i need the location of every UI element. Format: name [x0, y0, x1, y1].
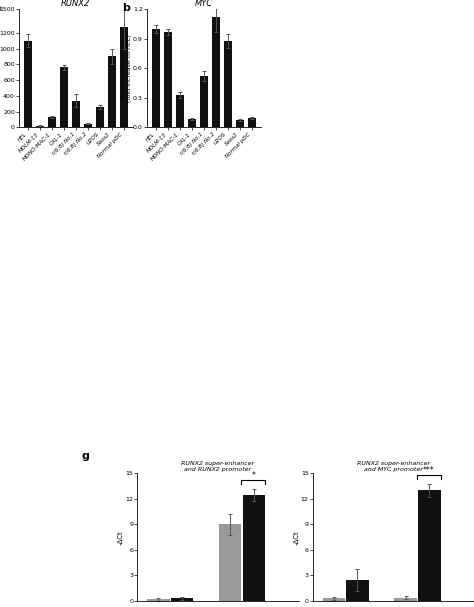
Bar	[394, 597, 417, 601]
Bar	[36, 126, 44, 127]
Bar	[72, 101, 80, 127]
Bar	[188, 118, 196, 127]
Title: RUNX2 super-enhancer
and RUNX2 promoter: RUNX2 super-enhancer and RUNX2 promoter	[182, 461, 255, 472]
Text: *: *	[251, 471, 255, 480]
Bar	[120, 27, 128, 127]
Text: g: g	[81, 450, 89, 461]
Bar	[84, 124, 91, 127]
Bar	[24, 41, 32, 127]
Title: MYC: MYC	[195, 0, 213, 8]
Bar	[219, 524, 241, 601]
Bar	[164, 32, 172, 127]
Bar	[200, 76, 208, 127]
Bar	[171, 599, 193, 601]
Bar	[243, 495, 265, 601]
Bar	[48, 117, 56, 127]
Text: b: b	[122, 3, 130, 13]
Bar	[108, 56, 116, 127]
Bar	[96, 107, 104, 127]
Bar	[346, 580, 369, 601]
Y-axis label: -ΔCt: -ΔCt	[293, 530, 300, 544]
Bar	[248, 118, 255, 127]
Bar	[418, 490, 440, 601]
Y-axis label: -ΔCt: -ΔCt	[118, 530, 124, 544]
Bar	[60, 67, 68, 127]
Text: ***: ***	[423, 466, 435, 475]
Y-axis label: Relative expression
(fold increase to HEL): Relative expression (fold increase to HE…	[121, 35, 131, 102]
Title: RUNX2 super-enhancer
and MYC promoter: RUNX2 super-enhancer and MYC promoter	[357, 461, 430, 472]
Bar	[224, 41, 232, 127]
Bar	[323, 599, 345, 601]
Bar	[176, 95, 184, 127]
Bar	[236, 120, 244, 127]
Bar	[152, 29, 160, 127]
Bar	[147, 599, 170, 601]
Text: a: a	[0, 3, 1, 13]
Title: RUNX2: RUNX2	[61, 0, 91, 8]
Bar	[212, 17, 219, 127]
